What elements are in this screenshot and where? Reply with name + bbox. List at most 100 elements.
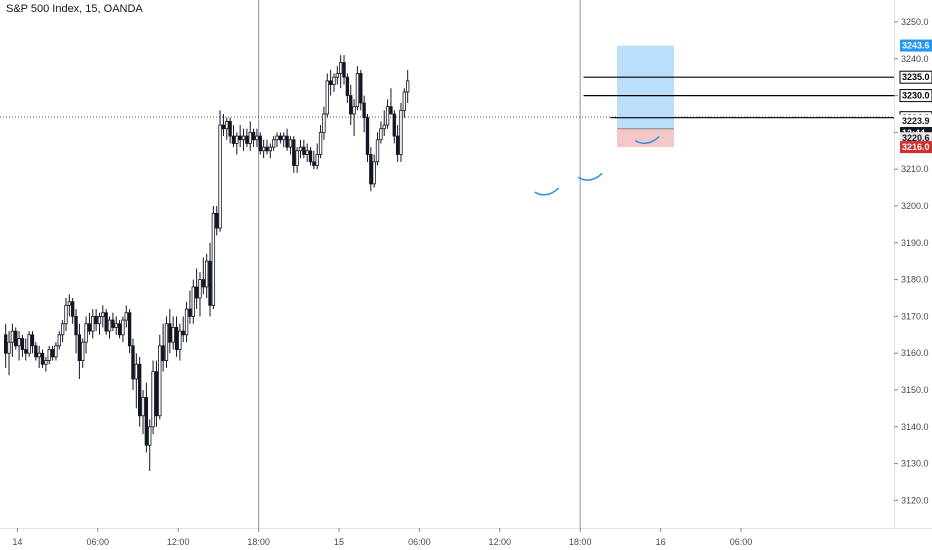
x-tick-label: 06:00	[87, 537, 110, 547]
candle	[315, 143, 319, 170]
candle	[50, 345, 55, 361]
candle	[392, 110, 396, 144]
candle	[288, 136, 293, 155]
candle	[228, 117, 232, 144]
candle	[322, 106, 326, 140]
candle	[134, 353, 139, 409]
target-zone[interactable]	[617, 45, 674, 129]
y-tick-label: 3120.0	[901, 495, 929, 505]
candle	[81, 338, 85, 368]
candle	[171, 316, 175, 350]
candle	[359, 69, 363, 111]
annotation-arc	[534, 187, 560, 196]
candle	[275, 132, 279, 148]
y-tick-label: 3150.0	[901, 385, 929, 395]
candle	[194, 268, 199, 310]
candle	[369, 147, 373, 192]
candle	[7, 331, 11, 376]
candle	[268, 143, 272, 159]
candle	[30, 331, 35, 354]
candle	[94, 309, 98, 332]
candle	[312, 150, 316, 170]
candle	[231, 125, 236, 148]
candle	[285, 128, 289, 151]
candle	[148, 419, 152, 471]
x-tick-label: 16	[656, 537, 666, 547]
svg-text:3216.0: 3216.0	[902, 142, 930, 152]
price-label-stop: 3216.0	[900, 141, 932, 154]
candle	[295, 147, 299, 173]
y-tick-label: 3140.0	[901, 422, 929, 432]
candle	[318, 125, 323, 159]
candle	[137, 356, 142, 427]
candle	[298, 139, 303, 159]
candle	[34, 342, 38, 361]
price-label-target: 3243.6	[900, 39, 932, 52]
candle	[235, 132, 239, 155]
candle	[17, 331, 21, 361]
candle	[24, 338, 28, 361]
candle	[345, 73, 350, 103]
level-lines	[583, 76, 894, 119]
stop-zone[interactable]	[617, 128, 674, 148]
price-label-level: 3230.0	[899, 89, 932, 103]
candle	[218, 110, 222, 232]
candle	[91, 309, 95, 339]
candle	[332, 73, 336, 92]
position-zones	[617, 45, 674, 148]
candle	[87, 312, 92, 335]
candle	[174, 316, 179, 357]
y-tick-label: 3160.0	[901, 348, 929, 358]
candle	[37, 345, 41, 368]
candle	[71, 298, 75, 324]
y-tick-label: 3130.0	[901, 459, 929, 469]
candle	[362, 95, 366, 133]
time-axis[interactable]: 14 06:00 12:00 18:00 15 06:00 12:00 18:00 16 06:0…	[12, 528, 752, 547]
y-tick-label: 3200.0	[901, 201, 929, 211]
y-tick-label: 3210.0	[901, 164, 929, 174]
candle	[382, 110, 386, 137]
candle	[208, 242, 212, 317]
candle	[308, 147, 313, 166]
candle	[215, 206, 219, 236]
candle	[74, 309, 78, 354]
candle	[355, 66, 360, 111]
svg-text:3223.9: 3223.9	[902, 116, 930, 126]
candle	[97, 312, 102, 335]
candle	[282, 132, 286, 148]
candle	[402, 88, 406, 118]
candle	[161, 323, 165, 372]
x-tick-label: 12:00	[167, 537, 190, 547]
candle	[221, 114, 226, 137]
candle	[251, 128, 256, 148]
candle	[10, 323, 15, 357]
x-tick-label: 15	[334, 537, 344, 547]
candle	[338, 55, 343, 89]
candle	[20, 334, 25, 357]
candle	[60, 320, 65, 343]
candle	[67, 294, 72, 317]
candle	[131, 338, 135, 390]
candle	[372, 154, 376, 188]
candle	[154, 360, 159, 427]
candle	[144, 382, 149, 453]
candle	[335, 66, 339, 85]
candle	[158, 334, 162, 420]
candle	[261, 139, 266, 159]
candle	[101, 305, 105, 328]
candle	[104, 309, 108, 335]
candle	[107, 316, 112, 339]
candle	[84, 316, 88, 354]
candle	[64, 298, 68, 332]
candle	[4, 323, 8, 368]
candle	[178, 323, 182, 361]
session-lines	[0, 0, 894, 528]
candle	[385, 99, 390, 129]
candle	[395, 125, 400, 162]
candle	[111, 312, 115, 332]
candle	[405, 69, 410, 103]
candle	[114, 316, 118, 335]
candle	[77, 323, 82, 379]
candle	[57, 331, 61, 350]
